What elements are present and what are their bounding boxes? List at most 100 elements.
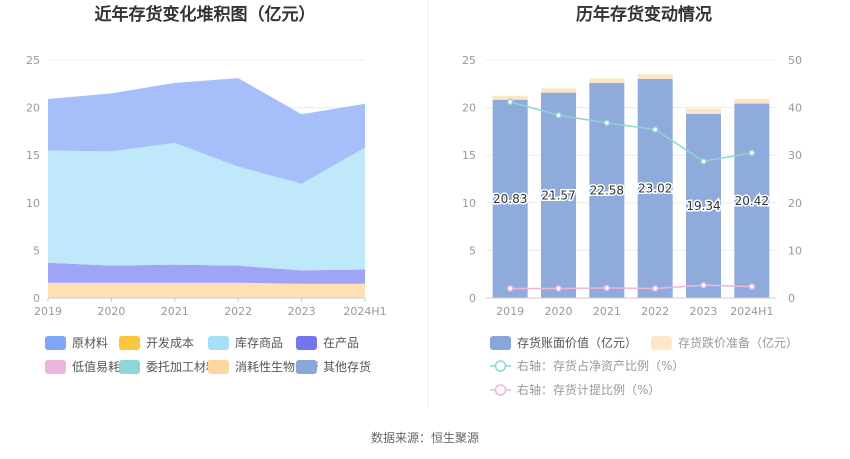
left-y-tick-label: 10 — [26, 197, 40, 210]
bar-impairment-reserve — [637, 74, 673, 79]
bar-value-label: 21.57 — [541, 188, 575, 202]
left-legend-label: 在产品 — [323, 336, 359, 350]
right-left-y-tick-label: 15 — [462, 149, 476, 162]
bar-value-label: 22.58 — [590, 184, 624, 198]
right-legend-label: 右轴：存货占净资产比例（%） — [517, 358, 684, 373]
right-x-tick-label: 2019 — [496, 305, 524, 318]
right-left-y-tick-label: 10 — [462, 197, 476, 210]
bar-impairment-reserve — [734, 98, 770, 104]
right-legend-swatch — [490, 336, 511, 350]
left-chart-title: 近年存货变化堆积图（亿元） — [95, 4, 316, 25]
right-legend-label: 存货跌价准备（亿元） — [678, 335, 798, 350]
area-series-3 — [48, 142, 365, 271]
right-x-tick-label: 2022 — [641, 305, 669, 318]
bar-book-value — [541, 92, 576, 299]
right-bar-labels: 20.83 21.57 22.58 23.02 19.34 20.42 — [491, 180, 770, 215]
left-y-tick-label: 25 — [26, 54, 40, 67]
line-point-2 — [651, 285, 659, 292]
left-x-axis: 2019 2020 2021 2022 2023 2024H1 — [34, 297, 387, 318]
right-right-y-tick-label: 20 — [788, 197, 802, 210]
left-legend-swatch — [45, 336, 66, 350]
right-left-y-tick-label: 0 — [469, 292, 476, 305]
left-legend-label: 低值易耗品 — [72, 359, 132, 374]
right-legend-marker — [494, 384, 507, 396]
right-x-tick-label: 2021 — [593, 305, 621, 318]
left-x-tick-label: 2024H1 — [343, 305, 386, 318]
right-left-y-axis: 0 5 10 15 20 25 — [462, 54, 476, 305]
data-source-note: 数据来源：恒生聚源 — [371, 430, 479, 445]
right-x-tick-label: 2020 — [545, 305, 573, 318]
left-legend-label: 其他存货 — [323, 359, 371, 374]
line-point-1 — [506, 98, 514, 106]
left-legend-swatch — [119, 336, 140, 350]
right-legend-swatch — [651, 336, 672, 350]
right-gridlines — [486, 59, 776, 299]
left-x-tick-label: 2020 — [97, 305, 125, 318]
right-chart-title: 历年存货变动情况 — [576, 4, 712, 25]
left-legend-swatch — [208, 336, 229, 350]
bar-book-value — [686, 113, 721, 298]
left-legend-label: 原材料 — [72, 336, 108, 350]
left-legend-swatch — [296, 360, 317, 374]
bar-value-label: 20.83 — [493, 192, 527, 206]
right-legend-label: 存货账面价值（亿元） — [517, 335, 637, 350]
line-series-1 — [509, 101, 752, 163]
right-right-y-tick-label: 30 — [788, 149, 802, 162]
left-x-tick-label: 2019 — [34, 305, 62, 318]
right-right-y-tick-label: 40 — [788, 102, 802, 115]
left-legend-label: 开发成本 — [146, 335, 194, 350]
line-point-2 — [748, 283, 756, 290]
bar-book-value — [492, 99, 528, 299]
right-legend-label: 右轴：存货计提比例（%） — [517, 382, 660, 397]
right-left-y-tick-label: 5 — [469, 244, 476, 257]
right-right-y-tick-label: 10 — [788, 244, 802, 257]
right-left-y-tick-label: 20 — [462, 102, 476, 115]
right-legend: 存货账面价值（亿元） 存货跌价准备（亿元） 右轴：存货占净资产比例（%） 右轴：存货计… — [490, 335, 798, 397]
left-legend-swatch — [45, 360, 66, 374]
left-x-tick-label: 2022 — [224, 305, 252, 318]
left-x-tick-label: 2023 — [288, 305, 316, 318]
right-legend-marker — [494, 360, 507, 372]
left-y-tick-label: 5 — [33, 244, 40, 257]
left-y-tick-label: 20 — [26, 102, 40, 115]
right-line-series — [506, 98, 756, 292]
left-y-tick-label: 15 — [26, 149, 40, 162]
left-y-axis: 0 5 10 15 20 25 — [26, 54, 40, 305]
left-legend-label: 委托加工材料 — [146, 360, 218, 374]
bar-impairment-reserve — [589, 78, 625, 84]
bar-impairment-reserve — [541, 88, 576, 93]
left-area-series — [48, 78, 365, 298]
right-right-y-tick-label: 0 — [788, 292, 795, 305]
left-y-tick-label: 0 — [33, 292, 40, 305]
bar-book-value — [734, 103, 770, 299]
area-series-2 — [48, 262, 365, 284]
bar-book-value — [637, 78, 673, 298]
left-x-tick-label: 2021 — [161, 305, 189, 318]
line-point-2 — [603, 284, 611, 292]
right-x-axis: 2019 2020 2021 2022 2023 2024H1 — [486, 297, 776, 318]
left-legend-swatch — [208, 360, 229, 374]
bar-impairment-reserve — [492, 95, 528, 100]
bar-value-label: 20.42 — [735, 194, 769, 208]
bar-value-label: 23.02 — [638, 181, 672, 195]
bar-book-value — [589, 83, 625, 299]
line-point-2 — [555, 285, 562, 292]
bar-impairment-reserve — [686, 108, 721, 114]
area-series-1 — [48, 282, 365, 298]
right-bar-series — [492, 74, 770, 299]
line-point-1 — [651, 126, 659, 133]
bar-value-label: 19.34 — [686, 199, 720, 213]
right-left-y-tick-label: 25 — [462, 54, 476, 67]
line-series-2 — [510, 284, 752, 290]
right-right-y-axis: 0 10 20 30 40 50 — [788, 54, 802, 305]
line-point-1 — [603, 119, 611, 127]
right-x-tick-label: 2024H1 — [730, 305, 773, 318]
stacked-area-chart: 近年存货变化堆积图（亿元） 0 5 10 15 20 25 2019 2020 2021 202… — [26, 4, 387, 374]
left-legend-swatch — [119, 360, 140, 374]
right-x-tick-label: 2023 — [690, 305, 718, 318]
line-point-1 — [748, 149, 756, 157]
left-legend-label: 库存商品 — [235, 335, 283, 350]
